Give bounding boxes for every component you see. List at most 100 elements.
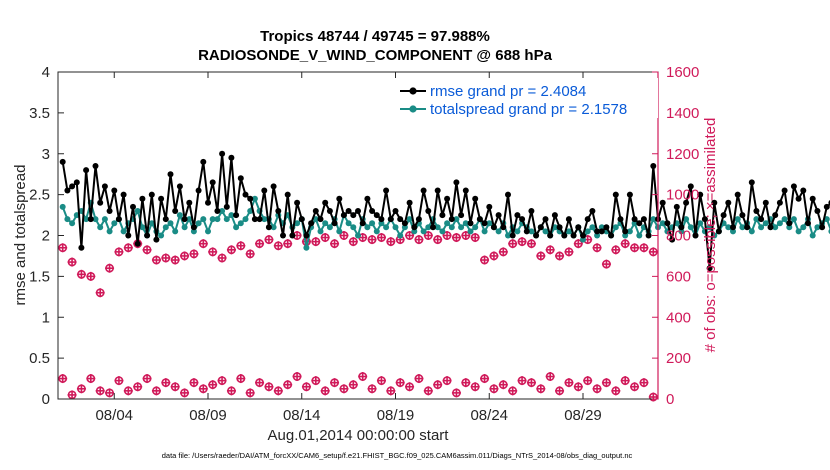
y-right-tick-label: 0	[666, 391, 674, 408]
y-left-tick-label: 0	[42, 391, 50, 408]
rmse-point	[580, 232, 586, 239]
totalspread-point	[200, 216, 207, 223]
obs-count-marker-low	[358, 372, 368, 382]
legend-spread-marker	[409, 105, 417, 113]
rmse-point	[608, 232, 615, 239]
y-axis-right: 0 200 400 600 800 1000 1200 1400 1600	[652, 64, 699, 408]
rmse-point	[537, 224, 544, 231]
obs-count-marker-low	[480, 374, 490, 384]
totalspread-point	[176, 212, 183, 219]
x-tick-label: 08/19	[377, 407, 415, 424]
rmse-point	[392, 208, 399, 214]
obs-count-marker-high	[376, 233, 386, 243]
rmse-point	[298, 216, 305, 223]
totalspread-point	[659, 220, 666, 227]
totalspread-point	[190, 228, 197, 235]
rmse-point	[326, 208, 333, 214]
obs-count-marker-high	[526, 239, 536, 249]
totalspread-point	[753, 216, 760, 223]
totalspread-point	[734, 216, 741, 223]
rmse-point	[425, 208, 432, 214]
totalspread-point	[565, 228, 572, 235]
totalspread-point	[369, 220, 376, 227]
totalspread-point	[219, 208, 226, 214]
y-left-tick-label: 3	[42, 146, 50, 163]
totalspread-point	[612, 224, 619, 231]
rmse-point	[490, 224, 497, 231]
obs-count-marker-high	[480, 255, 490, 265]
totalspread-point	[195, 220, 202, 227]
obs-count-marker-low	[414, 374, 424, 384]
rmse-point	[101, 183, 108, 190]
obs-count-marker-low	[583, 376, 593, 386]
chart-title-line2: RADIOSONDE_V_WIND_COMPONENT @ 688 hPa	[198, 47, 553, 64]
rmse-point	[762, 199, 769, 206]
obs-count-marker-low	[339, 384, 349, 394]
obs-count-marker-low	[76, 384, 86, 394]
obs-count-marker-high	[555, 251, 565, 261]
rmse-point	[308, 220, 315, 227]
obs-count-marker-low	[292, 372, 302, 382]
rmse-point	[369, 208, 376, 214]
obs-count-marker-high	[86, 271, 96, 281]
totalspread-line	[61, 197, 830, 249]
obs-count-marker-low	[105, 388, 115, 398]
totalspread-point	[186, 216, 193, 223]
obs-count-marker-high	[67, 257, 77, 267]
obs-count-marker-low	[517, 376, 527, 386]
totalspread-point	[594, 232, 601, 239]
rmse-point	[683, 199, 690, 206]
obs-count-marker-low	[386, 386, 396, 396]
totalspread-point	[528, 228, 535, 235]
obs-count-marker-low	[648, 392, 658, 402]
totalspread-point	[622, 232, 629, 239]
rmse-point	[640, 216, 647, 223]
obs-count-marker-low	[470, 382, 480, 392]
rmse-point	[125, 232, 132, 239]
rmse-point	[570, 232, 577, 239]
rmse-point	[406, 199, 413, 206]
obs-count-marker-low	[620, 376, 630, 386]
rmse-point	[542, 216, 549, 223]
y-right-tick-label: 800	[666, 228, 691, 245]
y-right-tick-label: 400	[666, 309, 691, 326]
totalspread-point	[209, 216, 216, 223]
rmse-point	[167, 171, 174, 178]
rmse-point	[697, 191, 704, 198]
rmse-point	[350, 212, 357, 219]
obs-count-marker-high	[620, 239, 630, 249]
rmse-point	[678, 224, 685, 231]
rmse-point	[617, 216, 624, 223]
rmse-point	[753, 208, 760, 214]
totalspread-point	[106, 228, 113, 235]
rmse-point	[200, 158, 207, 165]
totalspread-point	[64, 216, 71, 223]
rmse-point	[645, 232, 652, 239]
obs-count-marker-high	[217, 253, 227, 263]
rmse-point	[730, 224, 736, 231]
obs-count-marker-low	[198, 384, 208, 394]
totalspread-point	[458, 224, 465, 231]
rmse-point	[270, 183, 277, 190]
totalspread-point	[781, 216, 788, 223]
rmse-point	[519, 216, 526, 223]
x-tick-label: 08/09	[189, 407, 227, 424]
rmse-point	[411, 224, 418, 231]
obs-count-marker-low	[208, 380, 218, 390]
obs-count-markers	[58, 231, 658, 402]
rmse-point	[289, 232, 296, 239]
obs-count-marker-low	[301, 382, 311, 392]
totalspread-point	[326, 224, 333, 231]
rmse-point	[139, 195, 146, 202]
obs-count-marker-low	[58, 374, 68, 384]
obs-count-marker-high	[536, 251, 546, 261]
rmse-point	[237, 175, 244, 182]
totalspread-point	[92, 216, 99, 223]
obs-count-marker-low	[601, 378, 611, 388]
rmse-point	[626, 191, 633, 198]
rmse-point	[776, 199, 783, 206]
obs-count-marker-high	[311, 237, 321, 247]
rmse-point	[711, 199, 718, 206]
obs-count-marker-high	[123, 243, 133, 253]
rmse-point	[420, 187, 427, 194]
